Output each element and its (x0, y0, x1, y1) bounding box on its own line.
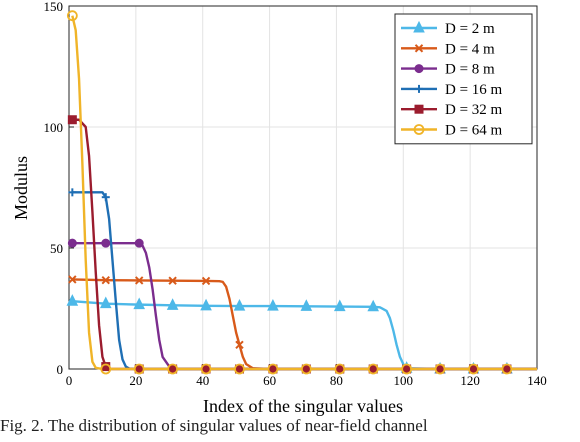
series-d-64-m-marker (200, 363, 212, 375)
x-tick-label: 100 (394, 373, 414, 388)
y-tick-label: 0 (57, 362, 64, 377)
series-d-2-m-marker (200, 298, 212, 311)
series-d-32-m-marker (67, 115, 77, 125)
legend-d-4-m: D = 4 m (401, 41, 495, 57)
series-d-2-m-marker (300, 299, 313, 311)
series-d-64-m-marker (234, 363, 245, 375)
legend-d-8-m-marker (414, 64, 424, 74)
series-d-4-m-marker (101, 275, 110, 285)
y-axis-label: Modulus (11, 156, 31, 220)
series-d-64-m-marker (468, 363, 479, 375)
legend-label: D = 4 m (445, 41, 495, 57)
series-d-8-m-marker (134, 238, 144, 248)
series-markers (66, 10, 513, 375)
series-d-16-m-marker (101, 193, 110, 202)
series-d-64-m-marker (300, 363, 312, 375)
series-d-64-m-marker (133, 363, 145, 375)
series-d-2-m-marker (133, 297, 146, 310)
series-d-4-m-marker (235, 340, 244, 350)
series-d-64-m-marker (434, 363, 446, 375)
series-d-4-m-line (72, 278, 537, 371)
x-tick-label: 0 (66, 373, 73, 388)
series-d-2-m-line (72, 300, 537, 371)
legend-d-2-m: D = 2 m (401, 20, 495, 37)
series-d-64-m-marker (267, 363, 279, 375)
series-d-64-m-line (71, 15, 537, 371)
series-d-2-m-marker (233, 298, 246, 311)
legend-label: D = 8 m (445, 62, 495, 78)
series-d-64-m-marker (100, 363, 112, 375)
legend-d-16-m: D = 16 m (401, 82, 503, 98)
series-d-2-m-marker (333, 299, 346, 312)
y-tick-label: 150 (44, 0, 64, 14)
legend-d-32-m-marker (414, 104, 424, 114)
series-d-64-m-marker (367, 363, 379, 375)
legend-d-8-m: D = 8 m (401, 62, 495, 78)
legend-d-4-m-marker (414, 44, 424, 53)
y-tick-label: 100 (44, 120, 64, 135)
series-d-2-m-marker (66, 294, 79, 306)
series-d-64-m-marker (167, 363, 179, 375)
legend-d-2-m-marker (413, 20, 425, 33)
legend-d-32-m: D = 32 m (401, 102, 503, 118)
figure-caption: Fig. 2. The distribution of singular val… (0, 416, 428, 435)
series-d-2-m-marker (99, 296, 112, 309)
series-d-4-m-marker (201, 276, 211, 286)
x-tick-label: 60 (263, 373, 276, 388)
legend-d-64-m: D = 64 m (401, 123, 503, 139)
series-d-2-m-marker (166, 298, 179, 310)
series-d-16-m-marker (68, 188, 77, 197)
series-d-2-m-marker (367, 299, 380, 312)
legend-label: D = 32 m (445, 102, 503, 118)
series-d-4-m-marker (168, 276, 177, 285)
series-d-8-m-marker (67, 238, 77, 248)
series-d-64-m-marker (334, 363, 346, 375)
x-tick-label: 140 (527, 373, 547, 388)
series-d-2-m-marker (267, 298, 279, 311)
legend-d-64-m-marker (413, 124, 425, 135)
legend-d-16-m-marker (415, 84, 423, 93)
x-tick-label: 40 (196, 373, 209, 388)
x-tick-label: 120 (460, 373, 480, 388)
legend: D = 2 m D = 4 m D = 8 m D = 16 m D = 32 m D =… (394, 13, 533, 145)
series-d-4-m-marker (68, 275, 77, 284)
y-tick-label: 50 (50, 241, 63, 256)
series-d-64-m-marker (501, 363, 513, 375)
legend-label: D = 16 m (445, 82, 503, 98)
legend-label: D = 64 m (445, 123, 503, 139)
series-d-64-m-marker (66, 10, 78, 22)
x-axis-label: Index of the singular values (203, 396, 403, 416)
legend-label: D = 2 m (445, 21, 495, 37)
series-d-8-m-marker (101, 238, 111, 248)
x-tick-label: 20 (129, 373, 142, 388)
x-tick-label: 80 (330, 373, 343, 388)
series-d-4-m-marker (134, 276, 144, 285)
legend-box (394, 13, 533, 145)
series-d-64-m-marker (401, 363, 413, 375)
